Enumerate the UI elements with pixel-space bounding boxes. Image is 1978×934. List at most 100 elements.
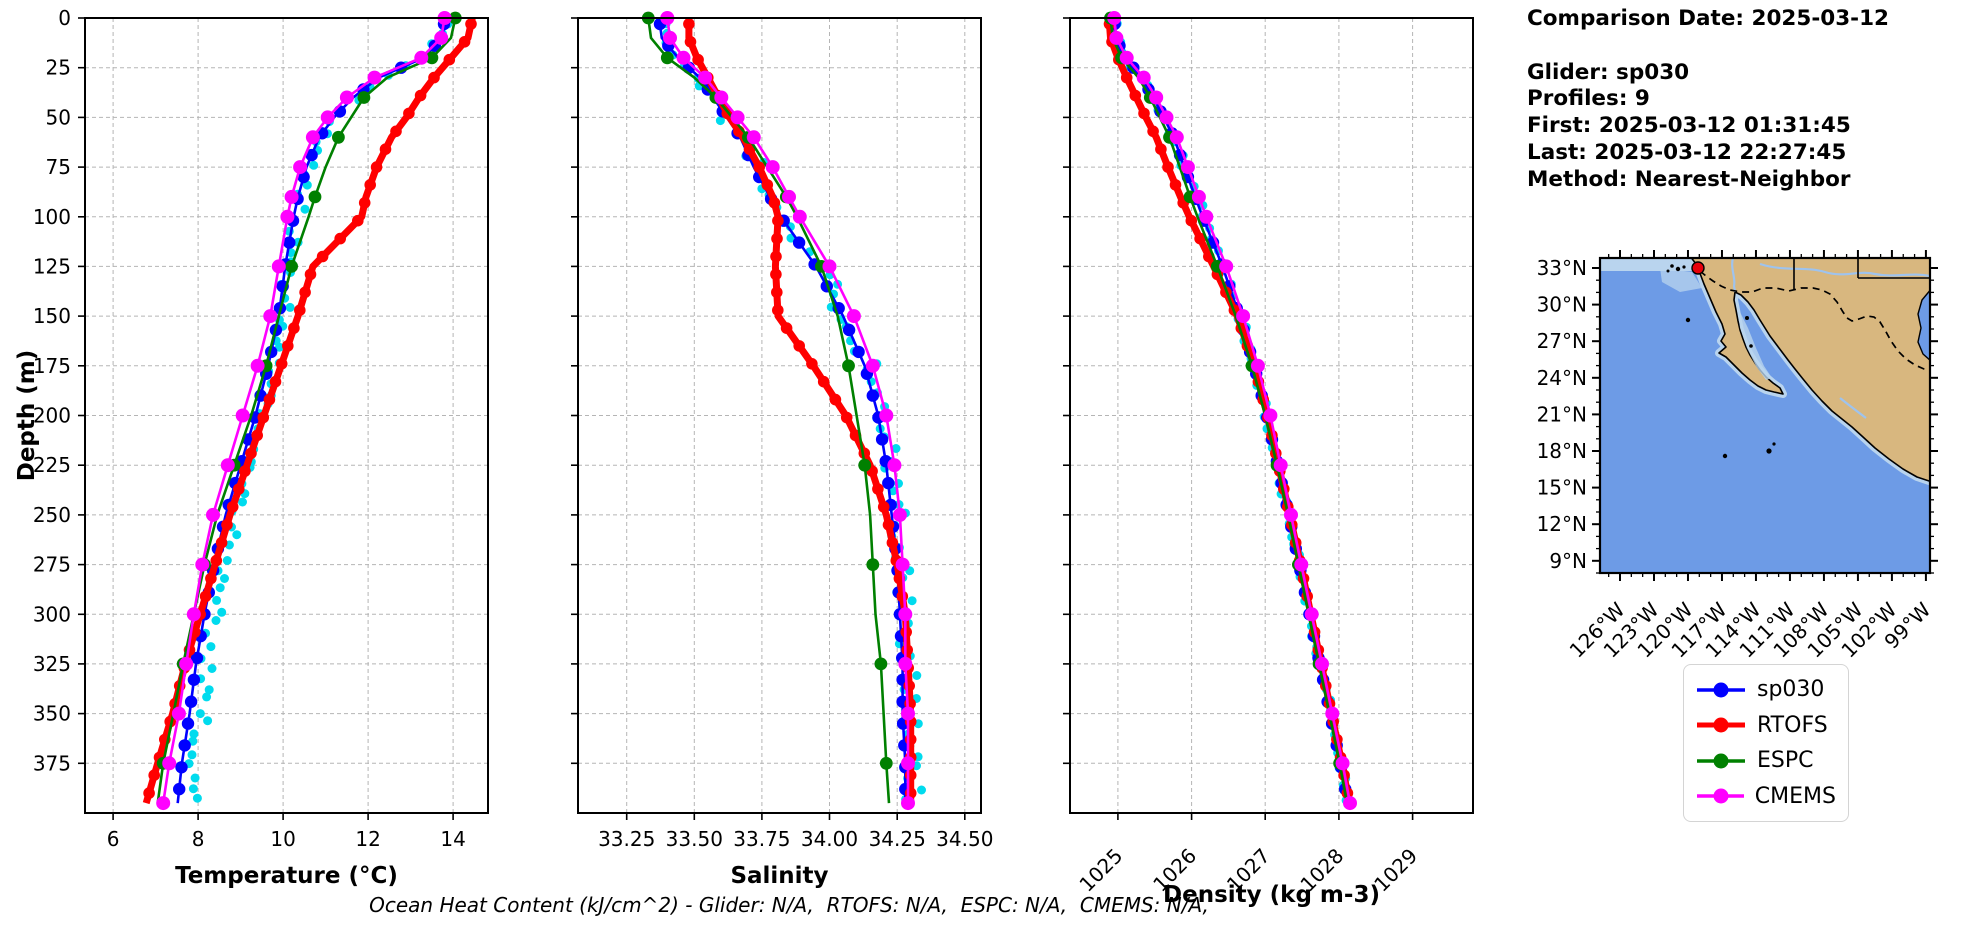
CMEMS-marker	[746, 130, 761, 145]
glider-raw-obs-dot	[912, 671, 922, 680]
RTOFS-marker	[465, 18, 477, 30]
legend-label: ESPC	[1757, 748, 1814, 774]
glider-raw-obs-dot	[238, 497, 247, 507]
x-tick-label: 12	[355, 827, 380, 851]
sp030-marker	[190, 651, 204, 665]
CMEMS-marker	[1335, 756, 1350, 771]
RTOFS-marker	[896, 590, 909, 603]
CMEMS-marker	[1343, 796, 1357, 811]
RTOFS-marker	[768, 197, 781, 209]
map-lat-label: 24°N	[1537, 366, 1587, 390]
ESPC-marker	[332, 130, 345, 144]
RTOFS-marker	[1162, 161, 1174, 173]
CMEMS-marker	[879, 408, 894, 423]
sp030-marker	[175, 761, 188, 774]
glider-raw-obs-dot	[204, 685, 214, 695]
RTOFS-marker	[770, 268, 782, 281]
RTOFS-marker	[753, 161, 765, 173]
RTOFS-marker	[299, 286, 311, 299]
glider-raw-obs-dot	[907, 596, 917, 606]
sp030-marker	[178, 739, 191, 752]
glider-location-dot	[1691, 261, 1705, 275]
RTOFS-marker	[829, 393, 842, 406]
RTOFS-marker	[761, 179, 774, 191]
legend-marker	[1713, 717, 1729, 733]
RTOFS-marker	[806, 358, 818, 370]
glider-raw-obs-dot	[215, 583, 225, 593]
RTOFS-marker	[294, 304, 306, 317]
CMEMS-marker	[414, 50, 429, 65]
glider-raw-obs-dot	[207, 664, 217, 673]
glider-raw-obs-dot	[285, 302, 295, 312]
CMEMS-marker	[339, 90, 354, 105]
sp030-marker	[842, 323, 856, 337]
RTOFS-marker	[458, 36, 471, 48]
glider-raw-obs-dot	[195, 709, 205, 719]
sp030-marker	[866, 389, 879, 402]
legend-sample-RTOFS	[1697, 717, 1745, 733]
map-shelf-patch	[1660, 268, 1702, 292]
CMEMS-marker	[663, 30, 677, 45]
ESPC-marker	[425, 51, 439, 65]
CMEMS-marker	[271, 259, 286, 274]
RTOFS-marker	[379, 143, 392, 155]
CMEMS-marker	[1180, 160, 1195, 175]
RTOFS-marker	[226, 501, 239, 513]
glider-raw-obs-dot	[917, 785, 926, 795]
comparison-info-panel: Comparison Date: 2025-03-12 Glider: sp03…	[1527, 6, 1889, 194]
legend-sample-CMEMS	[1697, 788, 1744, 804]
ESPC-profile-line	[1109, 17, 1349, 804]
info-spacer	[1527, 33, 1889, 60]
RTOFS-marker	[428, 71, 440, 84]
RTOFS-marker	[269, 375, 282, 388]
location-map: 33°N 30°N 27°N 24°N 21°N 18°N 15°N 12°N 9°N 126°W…	[1537, 250, 1938, 663]
RTOFS-marker	[358, 197, 371, 209]
CMEMS-marker	[206, 507, 220, 522]
RTOFS-marker	[199, 590, 212, 603]
RTOFS-marker	[904, 733, 917, 746]
CMEMS-marker	[898, 607, 913, 622]
legend-marker	[1713, 682, 1729, 698]
ESPC-profile-line	[156, 17, 457, 804]
CMEMS-marker	[293, 160, 308, 175]
sp030-marker	[187, 673, 201, 686]
x-tick-label: 34.25	[869, 827, 926, 851]
CMEMS-marker	[901, 756, 915, 771]
CMEMS-marker	[1149, 90, 1164, 105]
legend-item-CMEMS: CMEMS	[1684, 779, 1848, 815]
x-tick-label: 34.50	[936, 827, 993, 851]
glider-raw-obs-dot	[715, 116, 725, 126]
RTOFS-marker	[901, 644, 913, 656]
RTOFS-marker	[443, 53, 456, 66]
map-gulf-of-mexico	[1917, 289, 1930, 362]
RTOFS-marker	[257, 411, 270, 424]
RTOFS-marker	[403, 107, 415, 120]
method-text: Method: Nearest-Neighbor	[1527, 166, 1851, 192]
glider-raw-obs-dot	[202, 692, 212, 702]
map-state-borders	[1793, 258, 1930, 290]
CMEMS-marker	[730, 110, 745, 125]
RTOFS-marker	[282, 340, 294, 352]
last-profile-time-text: Last: 2025-03-12 22:27:45	[1527, 139, 1847, 165]
CMEMS-marker	[235, 408, 250, 423]
CMEMS-marker	[250, 358, 265, 373]
depth-tick-label: 250	[33, 503, 71, 527]
RTOFS-marker	[1185, 214, 1198, 227]
x-tick-label: 10	[270, 827, 295, 851]
legend-item-RTOFS: RTOFS	[1684, 708, 1848, 744]
ESPC-marker	[660, 51, 674, 65]
RTOFS-marker	[683, 18, 695, 30]
map-lat-label: 27°N	[1537, 329, 1587, 353]
glider-raw-obs-dot	[212, 595, 222, 605]
sp030-marker	[184, 695, 198, 708]
CMEMS-marker	[898, 656, 913, 671]
CMEMS-marker	[892, 507, 907, 522]
first-profile-time-text: First: 2025-03-12 01:31:45	[1527, 113, 1851, 139]
RTOFS-marker	[771, 232, 783, 245]
CMEMS-marker	[765, 160, 780, 175]
RTOFS-marker	[684, 36, 697, 48]
map-lat-label: 18°N	[1537, 439, 1587, 463]
glider-raw-obs-dot	[220, 574, 229, 583]
depth-tick-label: 200	[33, 404, 71, 428]
